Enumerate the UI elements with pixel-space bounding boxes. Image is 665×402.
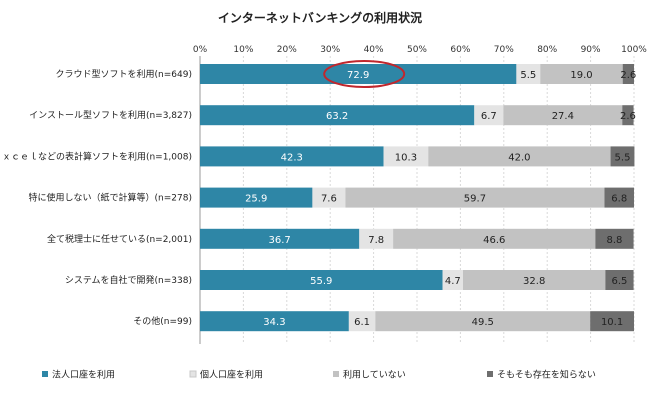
x-tick-label: 20% [277,45,297,55]
bar-segment [359,228,394,249]
legend-swatch [189,370,197,378]
data-label: 10.3 [395,152,417,163]
category-label: 全て税理士に任せている(n=2,001) [47,233,192,245]
legend: 法人口座を利用 個人口座を利用 利用していない そもそも存在を知らない [42,369,596,381]
x-tick-label: 30% [320,45,340,55]
data-label: 6.8 [611,194,627,205]
data-label: 42.0 [508,152,530,163]
x-tick-label: 70% [494,45,514,55]
x-tick-label: 40% [364,45,384,55]
bar-segment [590,311,634,332]
x-tick-label: 100% [621,45,647,55]
bar-segment [200,228,360,249]
legend-label: 個人口座を利用 [200,369,263,381]
x-tick-label: 80% [537,45,557,55]
data-label: 6.5 [612,276,628,287]
data-label: 19.0 [570,70,592,81]
category-label: その他(n=99) [133,315,192,327]
data-label: 4.7 [445,276,461,287]
data-label: 25.9 [245,194,267,205]
data-labels: 72.9 5.5 19.0 2.6 63.2 6.7 27.4 2.6 42.3 10.3 42.0… [245,70,636,328]
bar-segment [200,270,443,290]
x-tick-label: 60% [450,45,470,55]
data-label: 46.6 [483,235,505,246]
bar-segment [393,228,596,249]
bar-segment [463,270,606,290]
data-label: 6.7 [481,111,497,122]
data-label: 72.9 [347,70,369,81]
legend-label: 法人口座を利用 [52,369,115,381]
bar-segment [312,187,346,208]
data-label: 2.6 [620,111,636,122]
bar-segment [200,105,475,126]
bar-segment [200,64,517,84]
bar-segment [605,270,634,290]
data-label: 10.1 [601,317,623,328]
bar-segment [348,311,376,332]
bar-segment [442,270,464,290]
data-label: 27.4 [552,111,574,122]
x-tick-label: 90% [581,45,601,55]
data-label: 2.6 [620,70,636,81]
bar-segment [540,64,623,84]
category-label: インストール型ソフトを利用(n=3,827) [29,109,192,121]
bar-segment [604,187,634,208]
data-label: 7.6 [321,194,337,205]
data-label: 59.7 [464,194,486,205]
category-label: 特に使用しない（紙で計算等）(n=278) [29,192,192,204]
x-tick-label: 10% [233,45,253,55]
data-label: 42.3 [281,152,303,163]
bar-segment [516,64,541,84]
data-label: 5.5 [520,70,536,81]
bar-segment [622,105,634,126]
category-label: システムを自社で開発(n=338) [65,274,192,286]
bar-segment [200,187,313,208]
data-label: 55.9 [310,276,332,287]
data-label: 34.3 [263,317,285,328]
data-label: 49.5 [472,317,494,328]
bar-segment [383,146,429,167]
annotations [323,60,406,88]
data-label: 63.2 [326,111,348,122]
chart-title: インターネットバンキングの利用状況 [218,10,422,25]
x-tick-label: 50% [407,45,427,55]
data-label: 7.8 [368,235,384,246]
bar-segment [428,146,611,167]
data-label: 32.8 [523,276,545,287]
legend-swatch [333,371,339,377]
bar-segment [200,146,384,167]
data-label: 8.8 [607,235,623,246]
bar-segment [622,64,634,84]
bar-segment [474,105,504,126]
category-labels: クラウド型ソフトを利用(n=649) インストール型ソフトを利用(n=3,827)… [0,68,192,327]
legend-label: そもそも存在を知らない [497,369,596,381]
bar-segment [595,228,634,249]
data-label: 6.1 [354,317,370,328]
category-label: Ｅｘｃｅｌなどの表計算ソフトを利用(n=1,008) [0,150,192,162]
bars [200,64,635,332]
bar-segment [610,146,635,167]
x-tick-label: 0% [193,45,208,55]
legend-swatch [42,371,48,377]
bar-segment [345,187,605,208]
highlight-ellipse [323,60,406,88]
data-label: 5.5 [615,152,631,163]
x-axis-ticks: 0% 10% 20% 30% 40% 50% 60% 70% 80% 90% 100% [193,45,647,55]
legend-swatch [487,371,493,377]
data-label: 36.7 [269,235,291,246]
bar-segment [375,311,591,332]
bar-segment [200,311,349,332]
legend-label: 利用していない [343,369,406,381]
bar-segment [503,105,623,126]
category-label: クラウド型ソフトを利用(n=649) [56,68,192,80]
